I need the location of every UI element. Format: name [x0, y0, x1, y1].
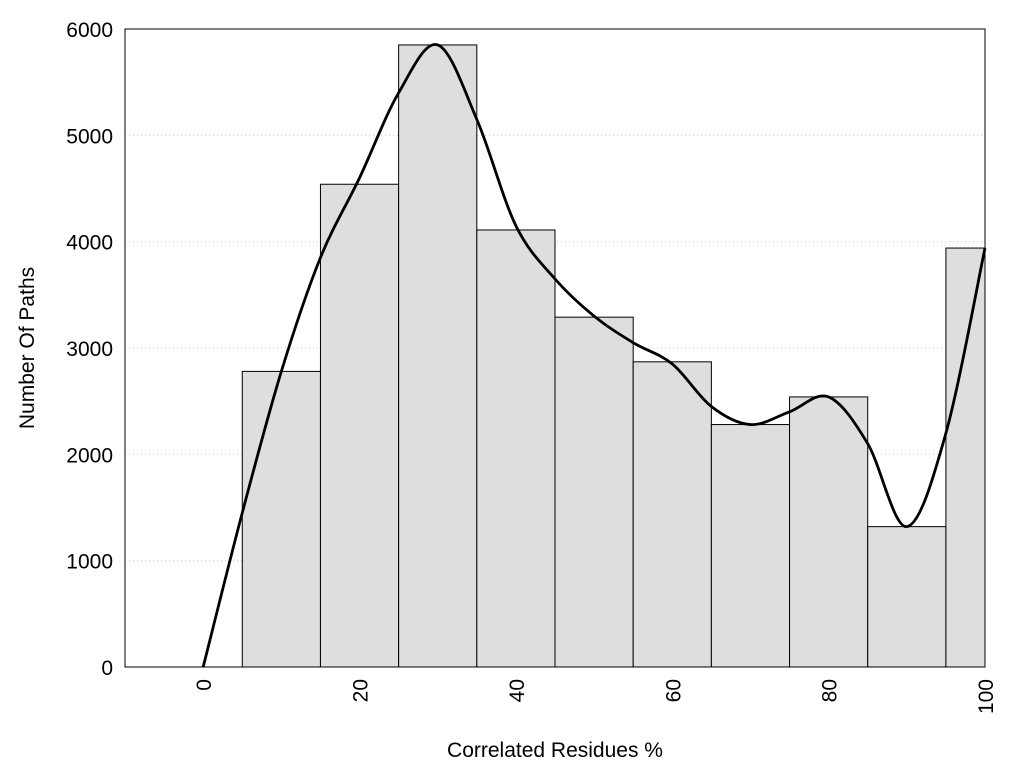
y-tick-label: 4000: [66, 232, 113, 255]
x-axis-ticks: 0 20 40 60 80 100: [193, 679, 998, 714]
x-axis-label: Correlated Residues %: [447, 739, 663, 762]
y-tick-label: 3000: [66, 338, 113, 361]
x-tick-label: 80: [819, 679, 842, 702]
histogram-bar: [554, 316, 634, 668]
y-tick-label: 6000: [66, 19, 113, 42]
x-tick-label: 60: [662, 679, 685, 702]
x-tick-label: 0: [193, 679, 216, 691]
bars: [241, 44, 986, 668]
y-tick-label: 0: [101, 657, 113, 680]
histogram-bar: [867, 526, 947, 668]
y-axis-ticks: 0 1000 2000 3000 4000 5000 6000: [66, 19, 113, 680]
histogram-bar: [476, 229, 556, 668]
y-axis-label: Number Of Paths: [16, 267, 39, 429]
histogram-bar: [789, 396, 869, 668]
histogram-bar: [398, 44, 478, 668]
histogram-bar: [710, 424, 791, 668]
x-tick-label: 20: [350, 679, 373, 702]
histogram-bar: [319, 183, 400, 668]
histogram-bar: [945, 247, 986, 668]
y-tick-label: 1000: [66, 551, 113, 574]
density-curve: [201, 43, 987, 668]
histogram-bar: [632, 361, 712, 668]
y-tick-label: 5000: [66, 125, 113, 148]
histogram-bar: [241, 370, 321, 668]
plot-frame: [124, 28, 986, 668]
x-tick-label: 100: [975, 679, 998, 714]
y-tick-label: 2000: [66, 444, 113, 467]
x-tick-label: 40: [506, 679, 529, 702]
